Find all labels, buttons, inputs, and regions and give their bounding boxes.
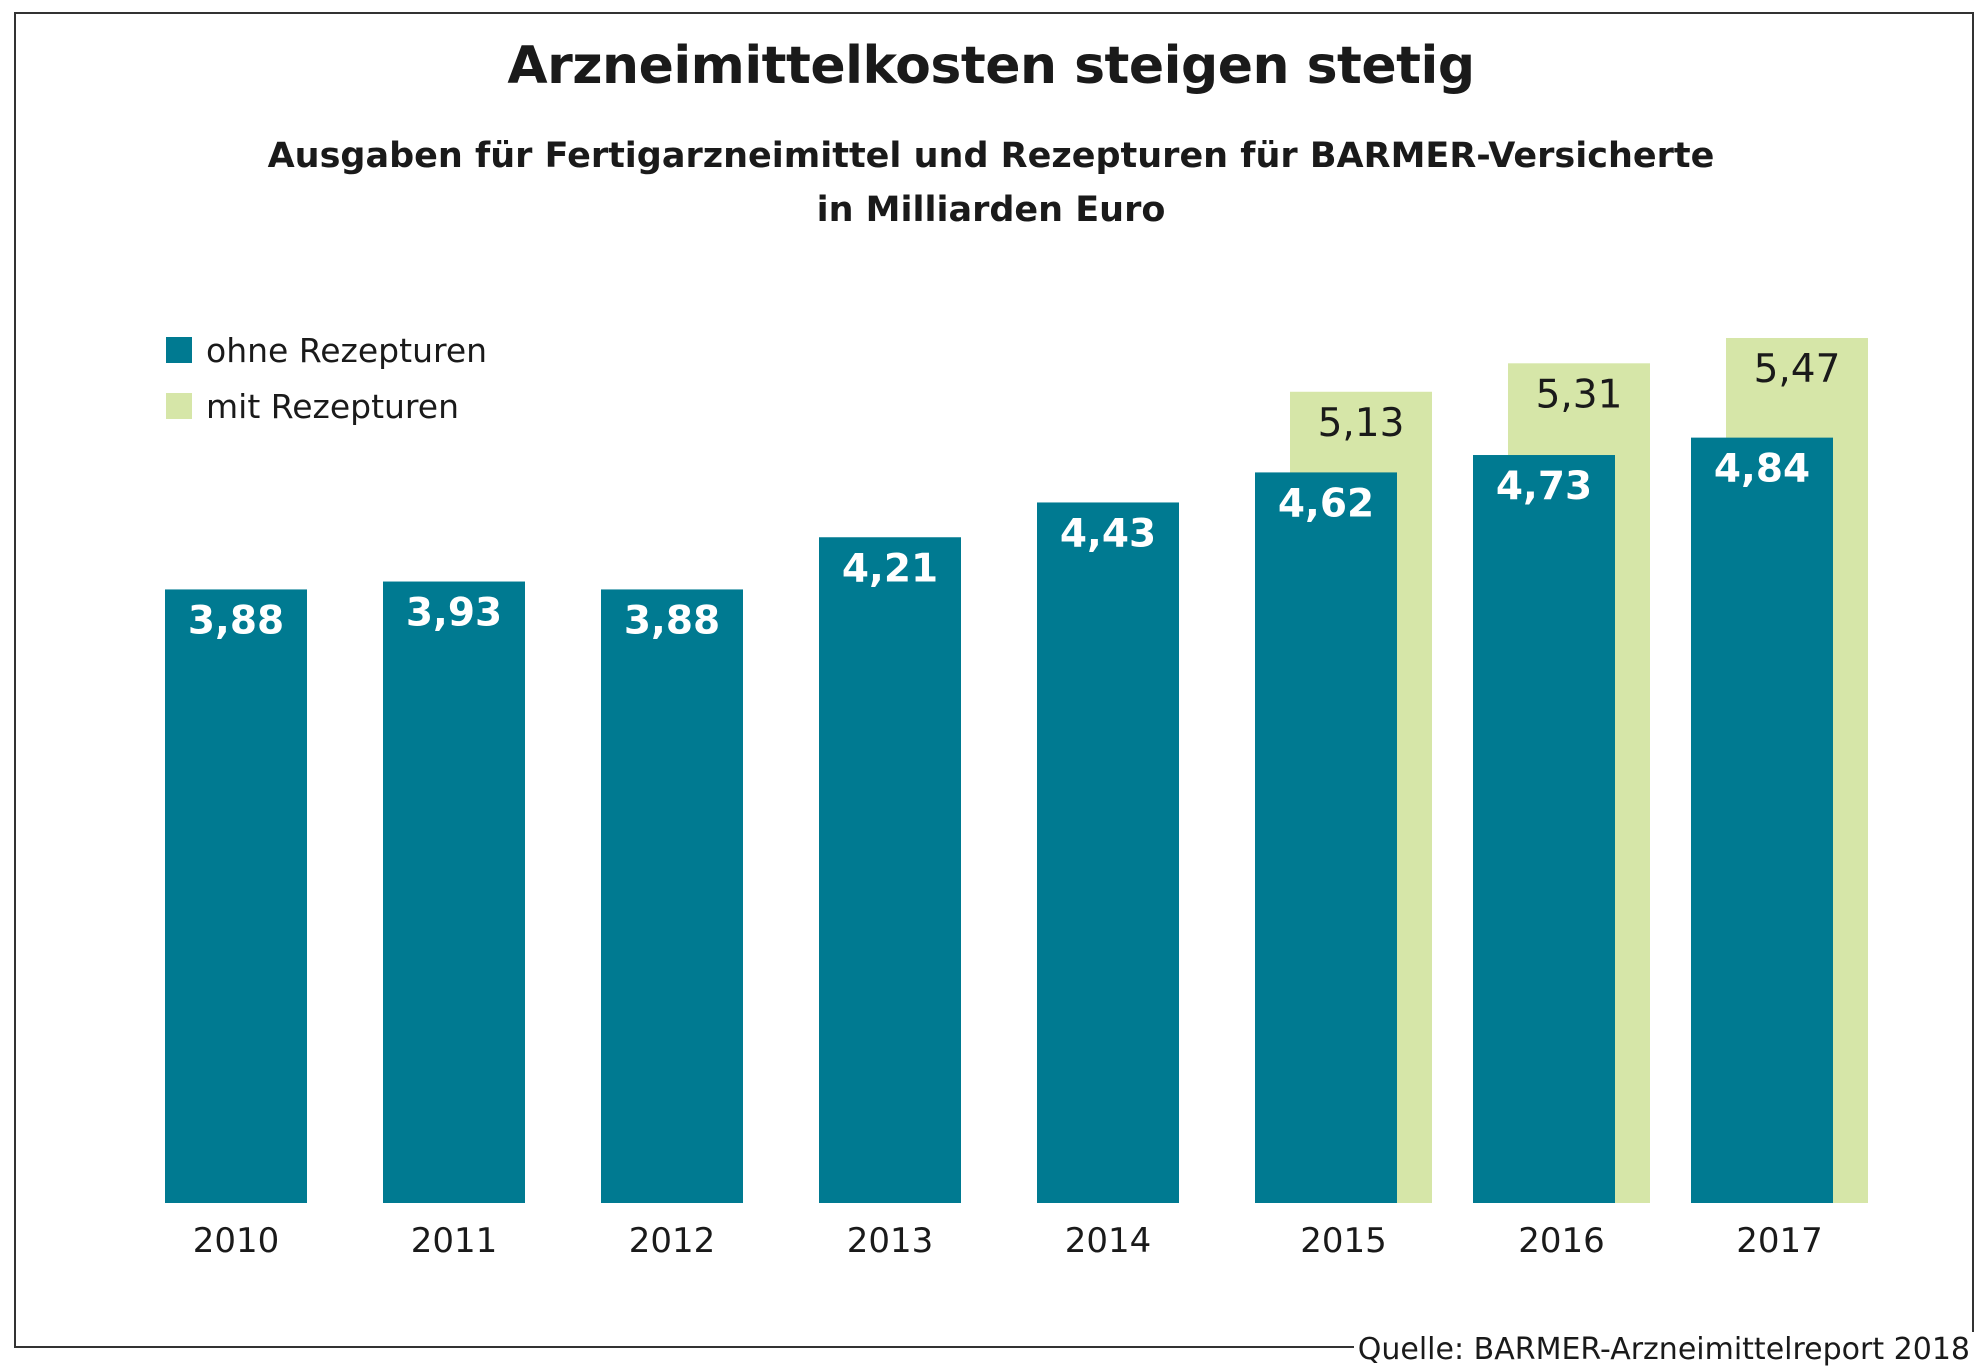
- x-tick-label-2014: 2014: [1065, 1221, 1152, 1261]
- x-tick-label-2013: 2013: [847, 1221, 934, 1261]
- chart-frame: [14, 12, 1974, 1348]
- chart-subtitle-line-1: Ausgaben für Fertigarzneimittel und Reze…: [267, 136, 1715, 176]
- value-label-mit-rezepturen-2015: 5,13: [1318, 401, 1405, 446]
- bar-ohne-rezepturen-2015: [1255, 472, 1397, 1203]
- chart-title: Arzneimittelkosten steigen stetig: [507, 36, 1475, 96]
- value-label-ohne-rezepturen-2016: 4,73: [1496, 464, 1592, 509]
- legend-label-mit-rezepturen: mit Rezepturen: [206, 387, 459, 426]
- x-tick-label-2010: 2010: [193, 1221, 280, 1261]
- x-tick-label-2017: 2017: [1736, 1221, 1823, 1261]
- value-label-ohne-rezepturen-2015: 4,62: [1278, 481, 1374, 526]
- x-tick-label-2012: 2012: [629, 1221, 716, 1261]
- source-note: Quelle: BARMER-Arzneimittelreport 2018: [1353, 1332, 1974, 1367]
- bar-ohne-rezepturen-2013: [819, 537, 961, 1203]
- x-tick-label-2011: 2011: [411, 1221, 498, 1261]
- value-label-ohne-rezepturen-2014: 4,43: [1060, 511, 1156, 556]
- bar-ohne-rezepturen-2014: [1037, 502, 1179, 1203]
- value-label-ohne-rezepturen-2017: 4,84: [1714, 447, 1810, 492]
- x-tick-label-2016: 2016: [1518, 1221, 1605, 1261]
- value-label-mit-rezepturen-2017: 5,47: [1754, 347, 1841, 392]
- x-tick-label-2015: 2015: [1300, 1221, 1387, 1261]
- bar-ohne-rezepturen-2010: [165, 589, 307, 1203]
- bar-ohne-rezepturen-2016: [1473, 455, 1615, 1203]
- legend-swatch-ohne-rezepturen: [166, 337, 192, 363]
- legend-label-ohne-rezepturen: ohne Rezepturen: [206, 331, 487, 370]
- value-label-ohne-rezepturen-2013: 4,21: [842, 546, 938, 591]
- legend-swatch-mit-rezepturen: [166, 393, 192, 419]
- bar-ohne-rezepturen-2017: [1691, 437, 1833, 1203]
- chart-subtitle-line-2: in Milliarden Euro: [816, 190, 1166, 230]
- value-label-ohne-rezepturen-2012: 3,88: [624, 598, 720, 643]
- value-label-mit-rezepturen-2016: 5,31: [1536, 372, 1623, 417]
- bar-ohne-rezepturen-2011: [383, 581, 525, 1203]
- value-label-ohne-rezepturen-2010: 3,88: [188, 598, 284, 643]
- value-label-ohne-rezepturen-2011: 3,93: [406, 591, 502, 636]
- bar-ohne-rezepturen-2012: [601, 589, 743, 1203]
